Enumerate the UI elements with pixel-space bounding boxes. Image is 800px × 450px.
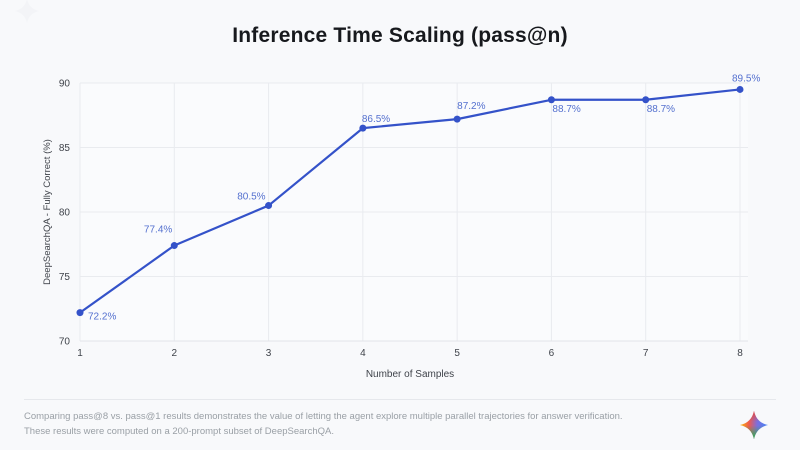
data-point [170,242,178,250]
footer-note-line1: Comparing pass@8 vs. pass@1 results demo… [24,411,623,422]
data-point [736,85,744,93]
footer-note-line2: These results were computed on a 200-pro… [24,426,334,437]
sparkle-watermark-icon [14,0,40,24]
x-tick-label: 6 [549,348,555,359]
data-point [76,309,84,317]
footer-divider [24,399,776,400]
data-point [359,124,367,132]
data-point-label: 86.5% [362,114,390,125]
chart-title: Inference Time Scaling (pass@n) [232,24,568,47]
x-tick-label: 4 [360,348,366,359]
data-point [547,96,555,104]
x-tick-label: 1 [77,348,83,359]
data-point-label: 88.7% [552,104,580,115]
gemini-sparkle-logo-icon [739,410,769,440]
x-tick-label: 8 [737,348,743,359]
data-line [78,88,742,314]
y-tick-label: 70 [59,337,71,348]
data-point-label: 89.5% [732,73,760,84]
x-tick-label: 2 [172,348,178,359]
y-tick-label: 90 [59,79,71,90]
y-tick-label: 75 [59,272,71,283]
footer-notes: Comparing pass@8 vs. pass@1 results demo… [24,410,744,440]
data-point [642,96,650,104]
data-point-label: 72.2% [88,312,116,323]
data-point-label: 80.5% [237,192,265,203]
y-tick-label: 80 [59,208,71,219]
x-tick-label: 5 [454,348,460,359]
data-point-label: 87.2% [457,101,485,112]
data-point-label: 88.7% [647,104,675,115]
x-tick-label: 3 [266,348,272,359]
y-tick-label: 85 [59,143,71,154]
line-chart: 70 75 80 85 90 1 2 3 4 5 6 7 8 Number of Samples DeepS… [42,73,760,380]
data-point-label: 77.4% [144,225,172,236]
data-point [265,202,273,210]
x-tick-label: 7 [643,348,649,359]
x-axis-title: Number of Samples [366,369,454,380]
y-axis-title: DeepSearchQA - Fully Correct (%) [42,139,53,285]
data-point [453,115,461,123]
